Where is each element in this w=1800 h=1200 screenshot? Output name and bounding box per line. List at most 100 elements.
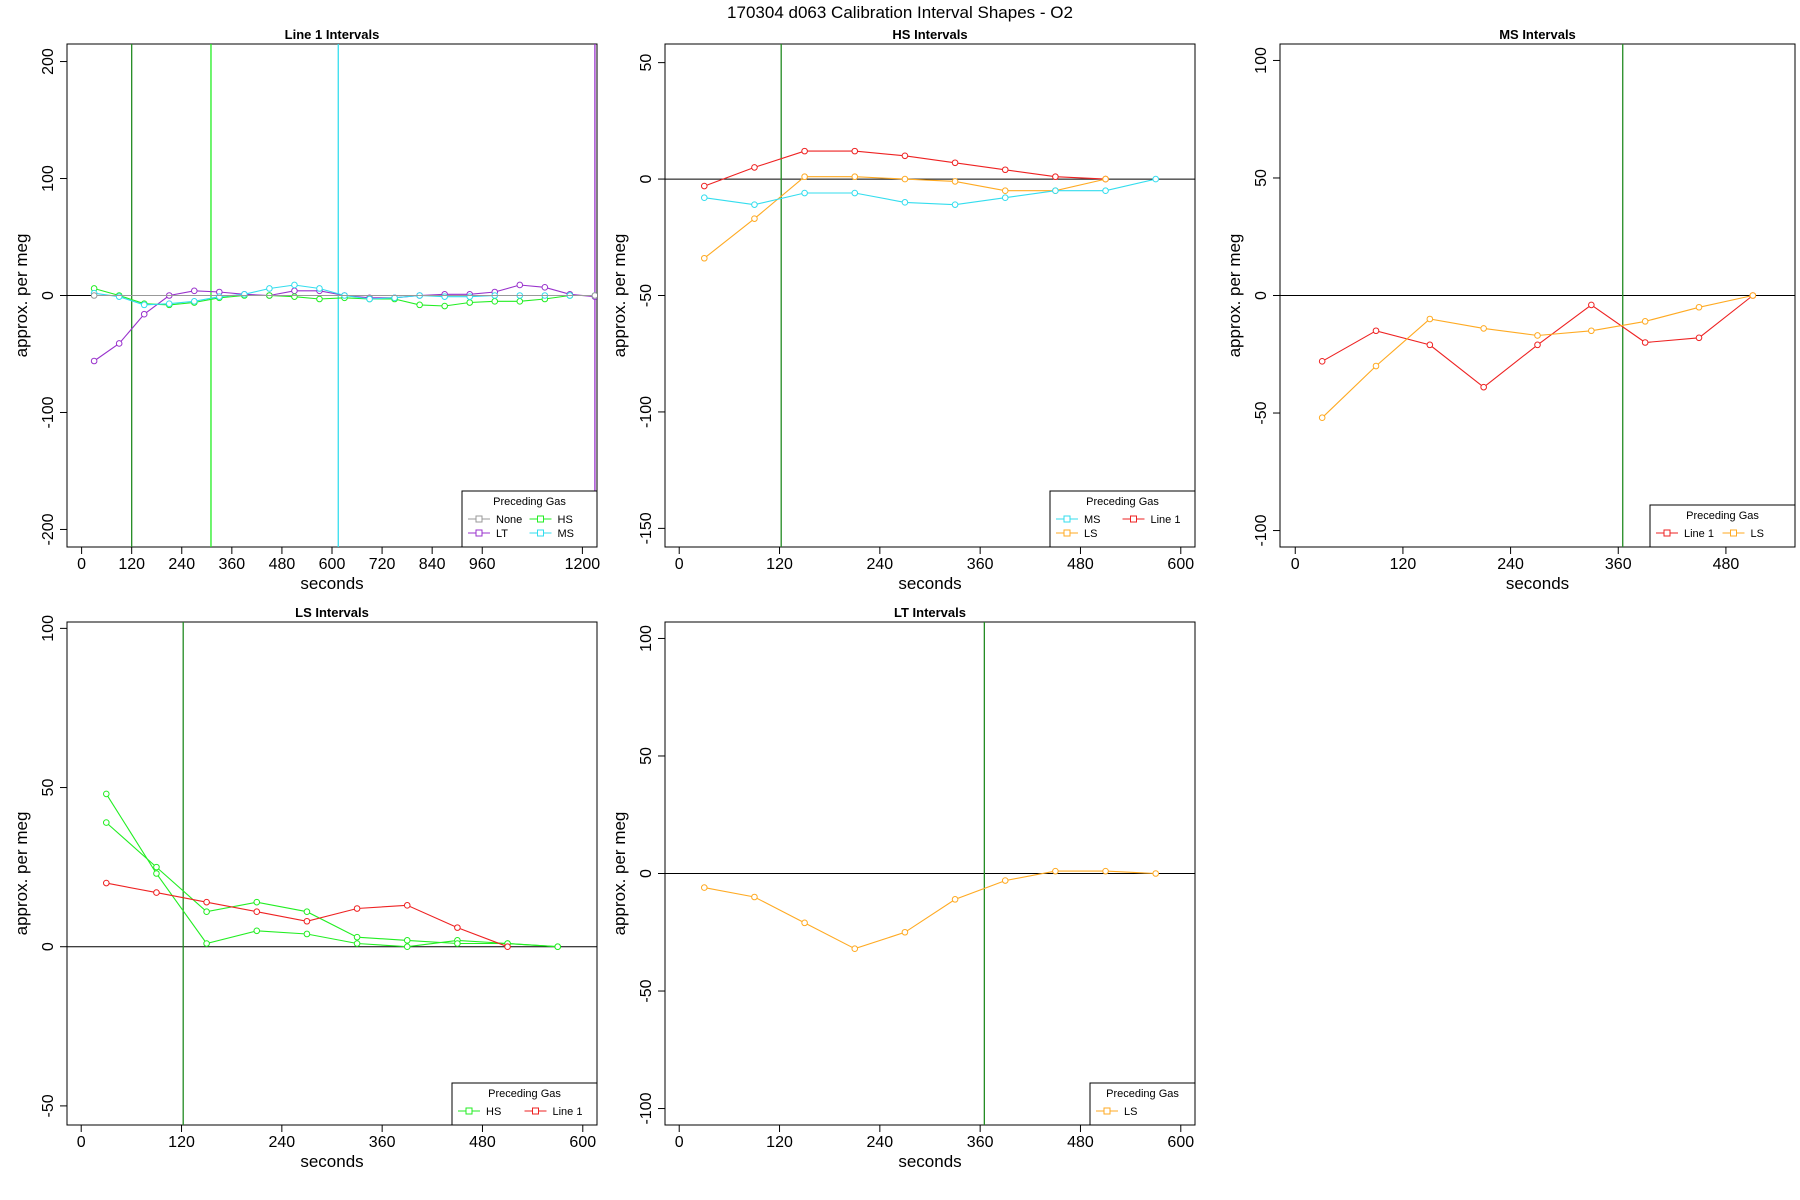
data-point [1052,187,1059,195]
legend-swatch-marker [475,529,483,537]
data-point [403,937,411,944]
x-tick-label: 600 [569,1134,596,1151]
legend-entry: LS [1124,1106,1137,1118]
panel-ls: LS Intervals 0 120 240 360 480 600 -50 0 50 100 sec… [12,605,598,1171]
data-point [901,152,909,160]
data-point [203,908,210,916]
x-axis-label: seconds [300,1152,363,1171]
y-tick-label: -100 [1253,514,1270,546]
x-tick-label: 0 [77,1134,86,1151]
data-point [140,301,148,309]
x-tick-label: 1200 [565,556,601,573]
data-point [203,898,210,906]
data-point [190,298,198,305]
data-point [466,293,474,300]
data-point [1588,301,1595,309]
series-line [1321,295,1754,388]
data-point [951,159,959,167]
data-point [951,201,959,208]
panel-title: LT Intervals [894,605,966,620]
legend-swatch-marker [1130,515,1137,523]
data-point [153,863,160,871]
legend-entry: MS [1084,514,1101,526]
data-point [102,790,110,798]
legend: Preceding Gas HS Line 1 [451,1082,598,1126]
data-point [1001,877,1009,884]
data-region [665,44,1195,547]
y-tick-label: 200 [40,48,57,75]
data-point [153,889,160,896]
x-tick-label: 120 [118,556,145,573]
data-point [353,933,361,941]
legend-swatch-marker [532,1107,539,1115]
data-point [1102,187,1109,195]
series-line [704,870,1156,950]
data-point [851,189,859,197]
legend-entry: LS [1751,528,1764,540]
data-point [751,215,758,222]
data-point [291,293,298,300]
data-point [416,301,423,309]
x-tick-label: 120 [766,1134,793,1151]
panel-ms: MS Intervals 0 120 240 360 480 -100 -50 0 50 100 se… [1225,27,1796,593]
x-tick-label: 0 [675,1134,684,1151]
x-tick-label: 480 [269,556,296,573]
data-point [1480,383,1487,391]
series-line [703,176,1106,259]
x-axis-label: seconds [898,574,961,593]
data-point [454,940,461,947]
data-point [266,285,273,292]
y-tick-label: 100 [638,625,655,652]
data-point [140,310,148,318]
data-point [901,928,909,936]
legend-swatch-marker [1730,529,1737,537]
x-tick-label: 0 [675,556,684,573]
data-point [1152,870,1160,877]
legend-entry: HS [486,1106,501,1118]
data-point [1001,187,1009,195]
y-axis-label: approx. per meg [1225,234,1244,358]
data-point [190,287,198,295]
y-tick-label: 0 [1253,291,1270,300]
data-point [441,302,448,310]
data-point [801,919,808,927]
y-tick-label: -150 [638,512,655,544]
data-point [1052,173,1059,181]
y-tick-label: -200 [40,513,57,545]
data-point [90,357,98,365]
data-point [1695,334,1703,342]
data-point [491,298,499,305]
x-tick-label: 840 [419,556,446,573]
legend: Preceding Gas MS Line 1 LS [1049,490,1196,548]
data-point [1102,867,1109,875]
data-point [316,285,323,292]
data-point [1052,867,1059,875]
data-point [516,298,524,305]
data-point [1695,303,1703,311]
data-point [1318,358,1326,365]
x-tick-label: 360 [967,556,994,573]
x-axis-label: seconds [1506,574,1569,593]
x-tick-label: 600 [1167,1134,1194,1151]
data-point [751,893,758,901]
x-tick-label: 480 [469,1134,496,1151]
x-tick-label: 360 [1605,556,1632,573]
data-point [901,199,909,206]
y-tick-label: 50 [1253,169,1270,187]
legend-entry: MS [558,528,575,540]
panel-title: LS Intervals [295,605,369,620]
data-point [851,173,859,181]
x-tick-label: 600 [1167,556,1194,573]
series-line [105,793,558,948]
series-line [93,287,570,307]
data-point [1480,325,1487,332]
data-point [441,293,448,300]
y-tick-label: -50 [638,284,655,307]
legend-title: Preceding Gas [1086,496,1159,508]
plot-frame [664,43,1196,548]
data-point [303,908,311,916]
data-point [1426,341,1434,349]
x-tick-label: 600 [319,556,346,573]
data-point [403,943,411,951]
data-point [700,194,708,201]
